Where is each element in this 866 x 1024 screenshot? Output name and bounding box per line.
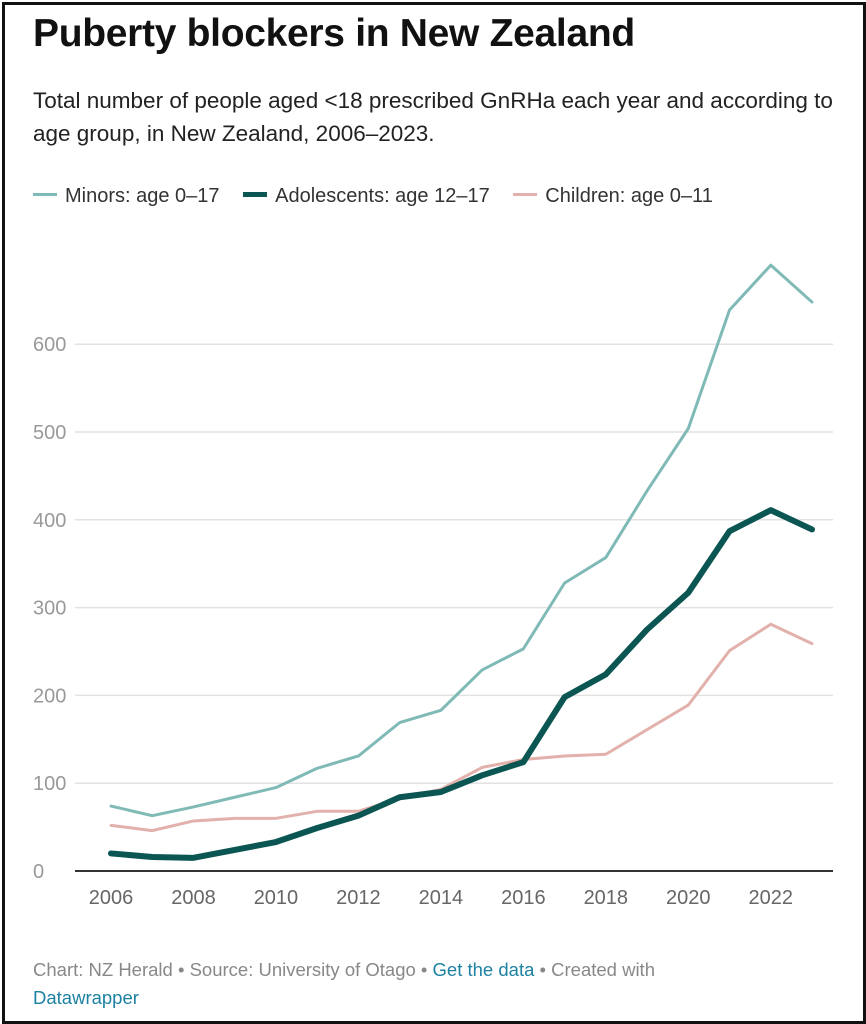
series-line-minors	[109, 263, 814, 818]
x-tick-label: 2010	[254, 887, 299, 909]
legend-item-adolescents: Adolescents: age 12–17	[243, 176, 490, 216]
legend-swatch-adolescents	[243, 192, 268, 198]
y-tick-label: 300	[33, 598, 66, 620]
x-tick-label: 2008	[171, 887, 216, 909]
y-tick-label: 100	[33, 773, 66, 795]
y-tick-label: 500	[33, 422, 66, 444]
x-tick-label: 2018	[584, 887, 629, 909]
y-tick-label: 600	[33, 334, 66, 356]
footer: Chart: NZ Herald • Source: University of…	[33, 956, 833, 1012]
series-line-adolescents	[108, 507, 815, 861]
x-tick-label: 2020	[666, 887, 711, 909]
chart-subtitle: Total number of people aged <18 prescrib…	[33, 88, 833, 146]
chart-title: Puberty blockers in New Zealand	[33, 12, 635, 55]
legend-label: Children: age 0–11	[545, 185, 713, 207]
y-tick-label: 200	[33, 685, 66, 707]
footer-source: Chart: NZ Herald • Source: University of…	[33, 959, 433, 980]
y-tick-label: 0	[33, 861, 44, 883]
legend-item-children: Children: age 0–11	[513, 176, 713, 216]
get-the-data-link[interactable]: Get the data	[432, 959, 535, 980]
footer-created: • Created with	[534, 959, 656, 980]
x-tick-label: 2022	[749, 887, 794, 909]
legend: Minors: age 0–17 Adolescents: age 12–17 …	[33, 176, 833, 216]
x-tick-label: 2012	[336, 887, 381, 909]
datawrapper-link[interactable]: Datawrapper	[33, 987, 139, 1008]
x-tick-label: 2014	[419, 887, 464, 909]
legend-label: Minors: age 0–17	[65, 185, 220, 207]
legend-swatch-children	[513, 193, 538, 197]
legend-item-minors: Minors: age 0–17	[33, 176, 220, 216]
x-tick-label: 2016	[501, 887, 546, 909]
legend-swatch-minors	[33, 193, 57, 197]
series-line-children	[109, 622, 814, 833]
x-tick-label: 2006	[89, 887, 134, 909]
y-tick-label: 400	[33, 510, 66, 532]
legend-label: Adolescents: age 12–17	[275, 185, 490, 207]
